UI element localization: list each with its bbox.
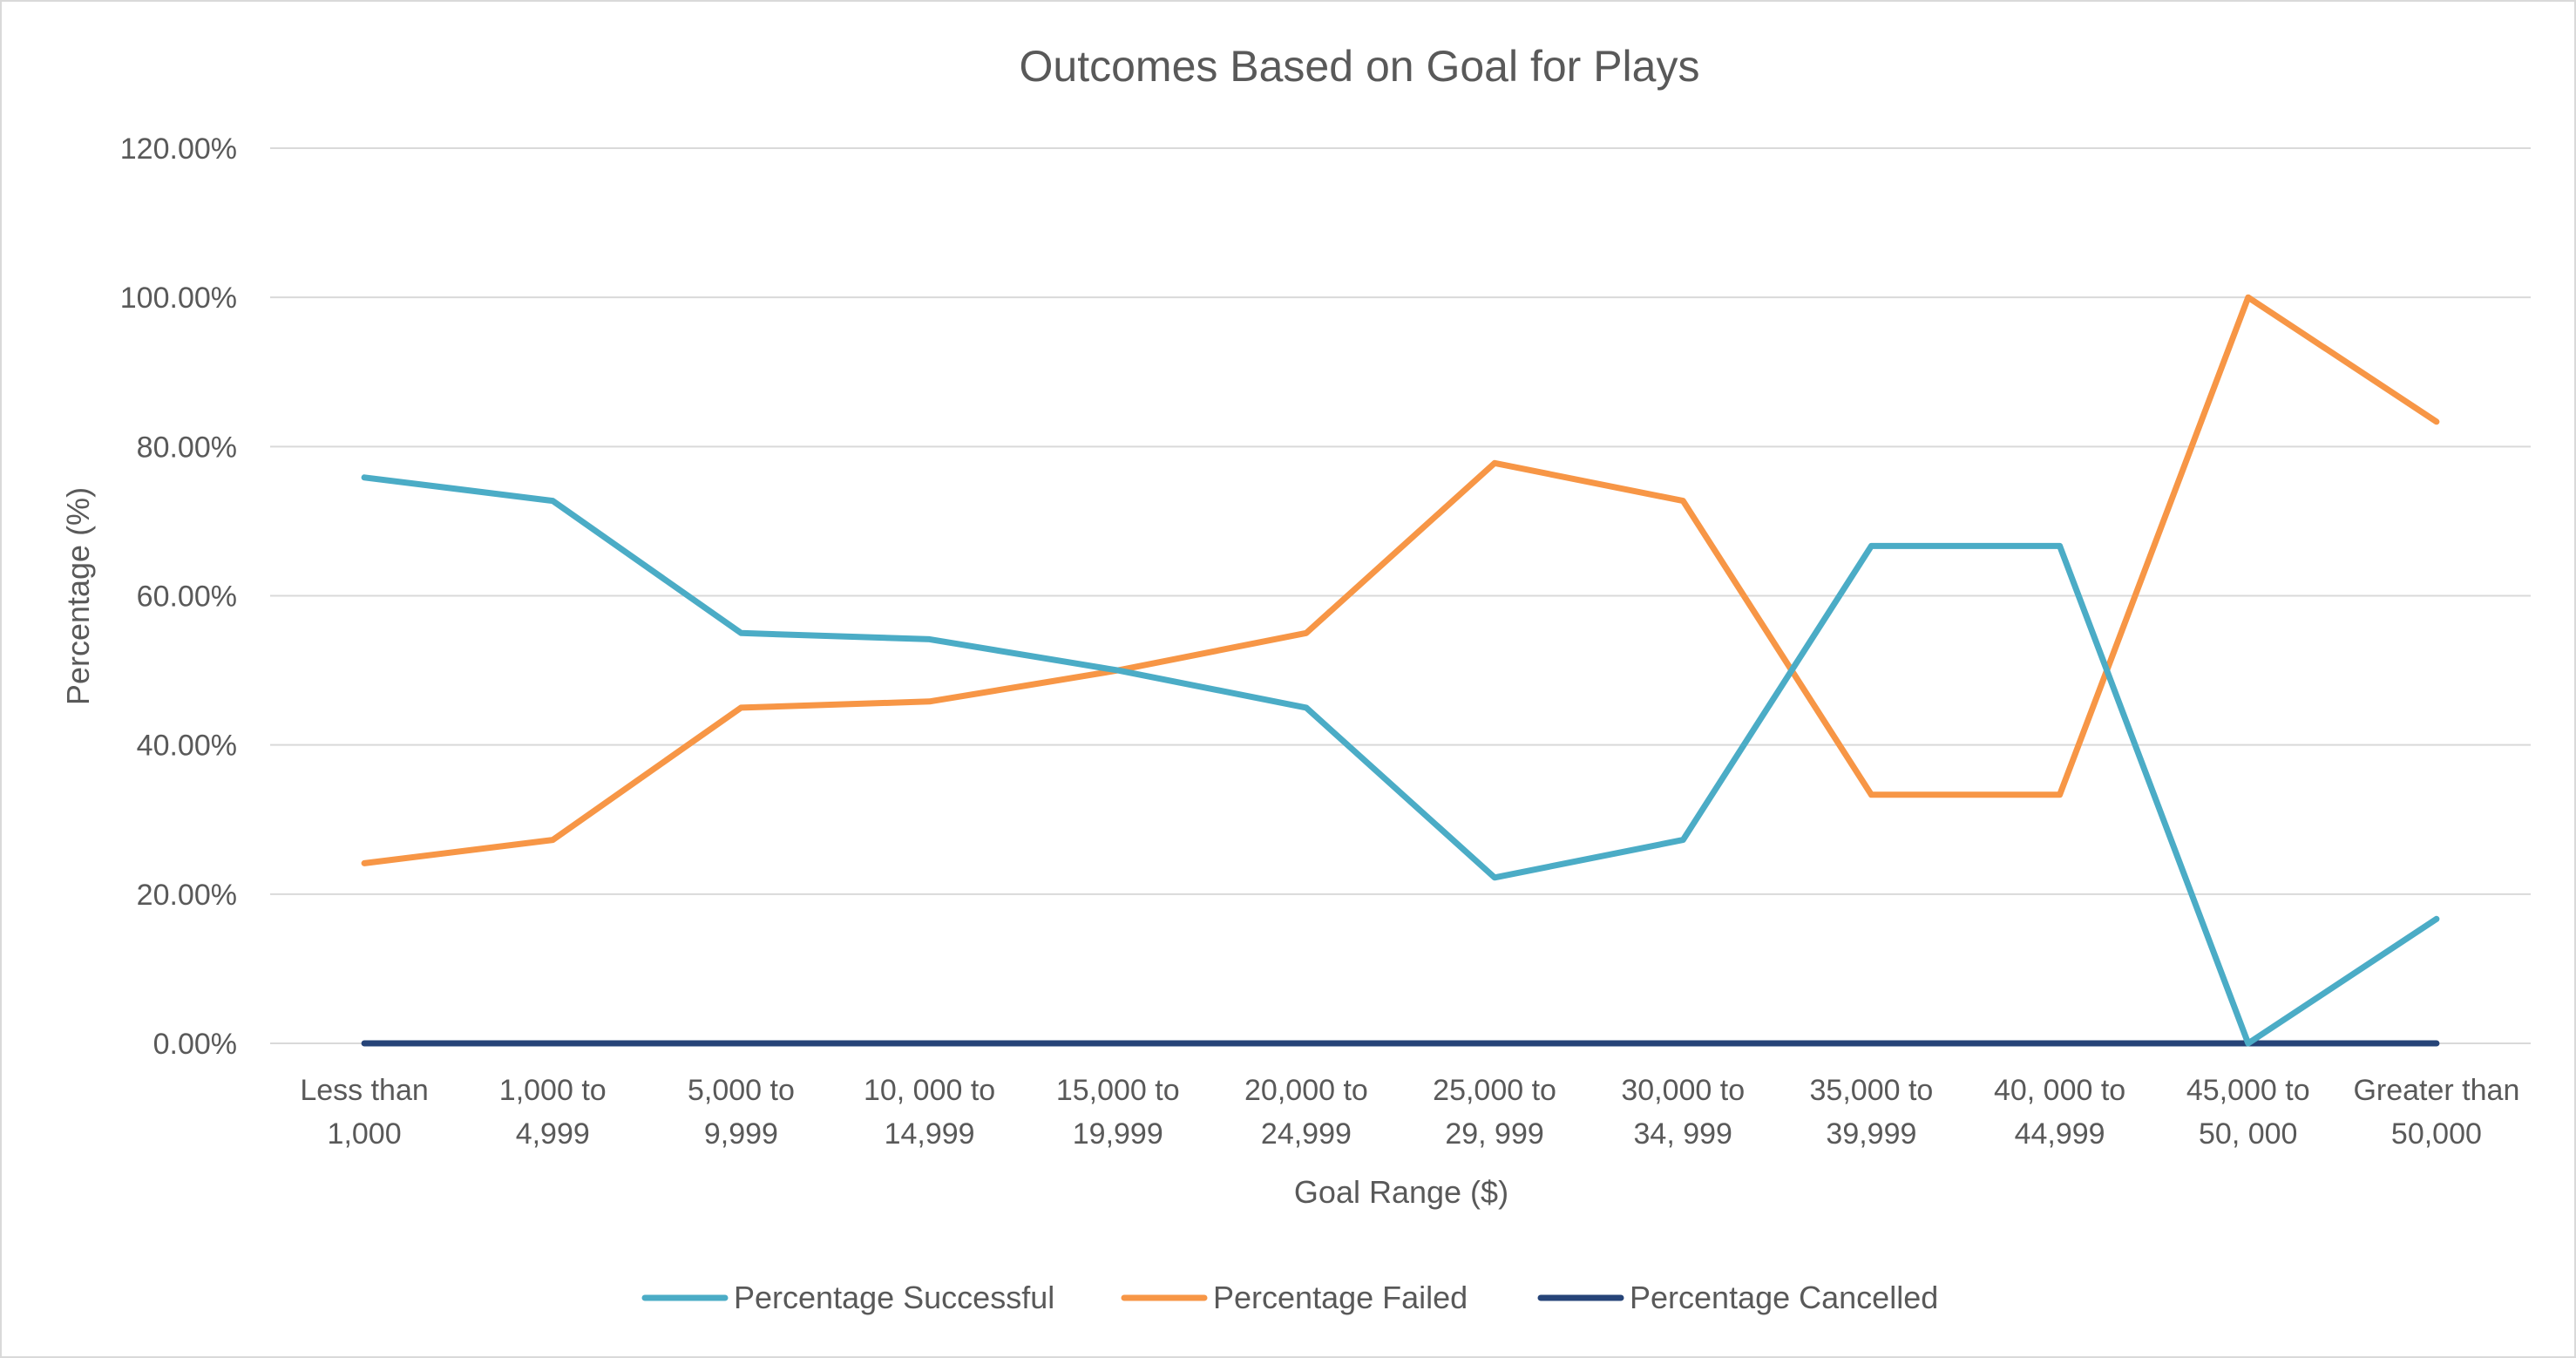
y-tick-label: 20.00% [137,879,237,912]
x-tick-label: 40, 000 to 44,999 [1994,1074,2125,1151]
legend-label: Percentage Failed [1213,1280,1468,1315]
y-tick-label: 0.00% [153,1028,237,1061]
y-tick-label: 40.00% [137,730,237,763]
x-axis-ticks: Less than 1,000 1,000 to 4,999 5,000 to 9,999… [300,1074,2519,1151]
x-tick-label: 25,000 to 29, 999 [1433,1074,1556,1151]
chart-title: Outcomes Based on Goal for Plays [1020,42,1700,91]
x-tick-label: 1,000 to 4,999 [499,1074,607,1151]
x-tick-label: 20,000 to 24,999 [1244,1074,1368,1151]
y-tick-label: 60.00% [137,581,237,614]
x-tick-label: 30,000 to 34, 999 [1621,1074,1745,1151]
series-line-percentage-successful [361,474,2440,1047]
gridlines [270,147,2531,1044]
legend-label: Percentage Successful [734,1280,1054,1315]
x-tick-label: Less than 1,000 [300,1074,428,1151]
x-tick-label: 45,000 to 50, 000 [2186,1074,2310,1151]
x-tick-label: 10, 000 to 14,999 [864,1074,995,1151]
x-tick-label: 5,000 to 9,999 [688,1074,795,1151]
series-line-percentage-failed [361,294,2440,866]
y-tick-label: 100.00% [120,282,237,315]
legend: Percentage Successful Percentage Failed Pe… [641,1280,1938,1315]
legend-label: Percentage Cancelled [1630,1280,1938,1315]
x-tick-label: Greater than 50,000 [2353,1074,2519,1151]
y-tick-label: 80.00% [137,431,237,464]
x-tick-label: 15,000 to 19,999 [1056,1074,1180,1151]
y-axis-ticks: 0.00% 20.00% 40.00% 60.00% 80.00% 100.00% 120.… [120,132,237,1061]
x-axis-label: Goal Range ($) [1294,1174,1508,1210]
y-axis-label: Percentage (%) [60,487,96,705]
x-tick-label: 35,000 to 39,999 [1810,1074,1934,1151]
y-tick-label: 120.00% [120,132,237,166]
series-lines [361,294,2440,1047]
